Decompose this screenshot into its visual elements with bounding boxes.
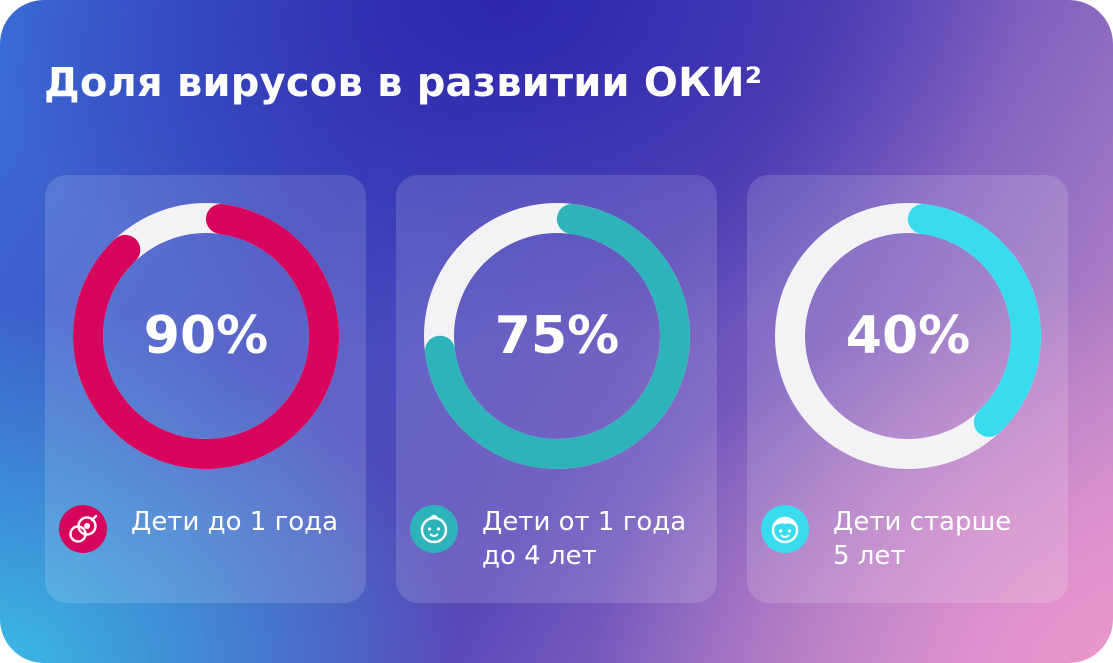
legend-label-line: 5 лет (833, 541, 906, 571)
donut-chart-over-5-years: 40% (775, 203, 1041, 469)
legend-label-line: до 4 лет (482, 541, 597, 571)
legend-label: Дети до 1 года (131, 505, 361, 539)
legend-label: Дети от 1 года до 4 лет (482, 505, 712, 573)
donut-value-label: 90% (144, 306, 268, 366)
pacifier-icon (59, 505, 107, 553)
donut-arc-1-to-4-years (424, 203, 690, 469)
panel-over-5-years: 40% Дети старше 5 лет (747, 175, 1068, 603)
legend-over-5-years: Дети старше 5 лет (761, 505, 1061, 571)
legend-label-line: Дети старше (833, 507, 1012, 537)
baby-face-icon (410, 505, 458, 553)
panel-1-to-4-years: 75% Дети от 1 года до 4 лет (396, 175, 717, 603)
child-face-icon (761, 505, 809, 553)
donut-value-label: 75% (495, 306, 619, 366)
donut-chart-under-1-year: 90% (73, 203, 339, 469)
legend-label-line: Дети от 1 года (482, 507, 687, 537)
chart-title: Доля вирусов в развитии ОКИ² (44, 60, 763, 106)
legend-1-to-4-years: Дети от 1 года до 4 лет (410, 505, 710, 571)
donut-chart-1-to-4-years: 75% (424, 203, 690, 469)
legend-label: Дети старше 5 лет (833, 505, 1063, 573)
panel-under-1-year: 90% Дети до 1 года (45, 175, 366, 603)
legend-label-line: Дети до 1 года (131, 507, 339, 537)
donut-arc-over-5-years (775, 203, 1041, 469)
legend-under-1-year: Дети до 1 года (59, 505, 359, 565)
donut-value-label: 40% (846, 306, 970, 366)
donut-arc-under-1-year (73, 203, 339, 469)
